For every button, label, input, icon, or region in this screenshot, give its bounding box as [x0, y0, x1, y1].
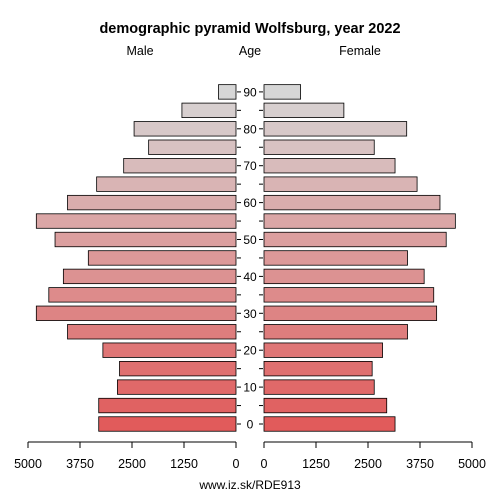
male-x-tick-label: 5000	[14, 457, 42, 471]
female-x-tick-label: 0	[261, 457, 268, 471]
male-x-tick-label: 0	[233, 457, 240, 471]
female-bar-40	[263, 268, 425, 285]
age-tick-label: 10	[243, 381, 257, 395]
male-bar-85	[181, 102, 237, 118]
female-bar-0	[263, 416, 396, 432]
male-bar-80	[133, 121, 237, 137]
female-bar-50	[263, 231, 447, 248]
age-tick-label: 70	[243, 159, 257, 173]
age-tick-label: 30	[243, 307, 257, 321]
age-label: Age	[239, 44, 261, 58]
male-bar-20	[102, 342, 237, 358]
male-bar-35	[48, 287, 237, 303]
female-bar-30	[263, 305, 438, 321]
female-bar-75	[263, 139, 375, 155]
male-bar-65	[96, 176, 237, 192]
male-x-tick-label: 3750	[66, 457, 94, 471]
female-bar-90	[263, 84, 302, 100]
age-tick-label: 80	[243, 122, 257, 136]
female-bar-65	[263, 176, 418, 192]
age-tick-label: 40	[243, 270, 257, 284]
male-x-tick-label: 1250	[170, 457, 198, 471]
male-bar-90	[218, 84, 237, 100]
female-bar-35	[263, 287, 435, 303]
female-bar-60	[263, 194, 441, 211]
male-bar-55	[35, 213, 237, 229]
male-bar-30	[35, 305, 237, 321]
male-bar-10	[117, 379, 237, 395]
male-bar-45	[87, 250, 237, 266]
female-bar-70	[263, 158, 396, 174]
age-tick-label: 60	[243, 196, 257, 210]
male-bar-60	[67, 194, 237, 211]
female-bar-45	[263, 250, 408, 266]
male-bar-50	[54, 231, 237, 248]
female-bar-25	[263, 324, 408, 340]
female-bar-10	[263, 379, 375, 395]
male-bar-75	[148, 139, 237, 155]
age-tick-label: 0	[247, 418, 254, 432]
age-tick-label: 20	[243, 344, 257, 358]
bars-group	[35, 84, 456, 432]
male-bar-70	[123, 158, 237, 174]
female-bar-15	[263, 360, 373, 377]
female-x-tick-label: 5000	[458, 457, 486, 471]
male-bar-5	[98, 397, 237, 414]
age-tick-label: 90	[243, 85, 257, 99]
female-bar-5	[263, 397, 388, 414]
axes-group: 0 10 20 30 40 50 60 70 80 90 5000 3750 2500 1250 0 0 125…	[14, 85, 486, 471]
female-x-tick-label: 1250	[302, 457, 330, 471]
female-label: Female	[339, 44, 381, 58]
male-bar-0	[98, 416, 237, 432]
female-bar-85	[263, 102, 345, 118]
male-bar-40	[62, 268, 237, 285]
female-bar-20	[263, 342, 383, 358]
male-label: Male	[126, 44, 153, 58]
female-bar-55	[263, 213, 456, 229]
source-label: www.iz.sk/RDE913	[198, 478, 301, 492]
chart-title: demographic pyramid Wolfsburg, year 2022	[99, 21, 400, 37]
age-tick-label: 50	[243, 233, 257, 247]
male-x-tick-label: 2500	[118, 457, 146, 471]
female-bar-80	[263, 121, 408, 137]
female-x-tick-label: 3750	[406, 457, 434, 471]
male-bar-15	[119, 360, 237, 377]
female-x-tick-label: 2500	[354, 457, 382, 471]
male-bar-25	[67, 324, 237, 340]
